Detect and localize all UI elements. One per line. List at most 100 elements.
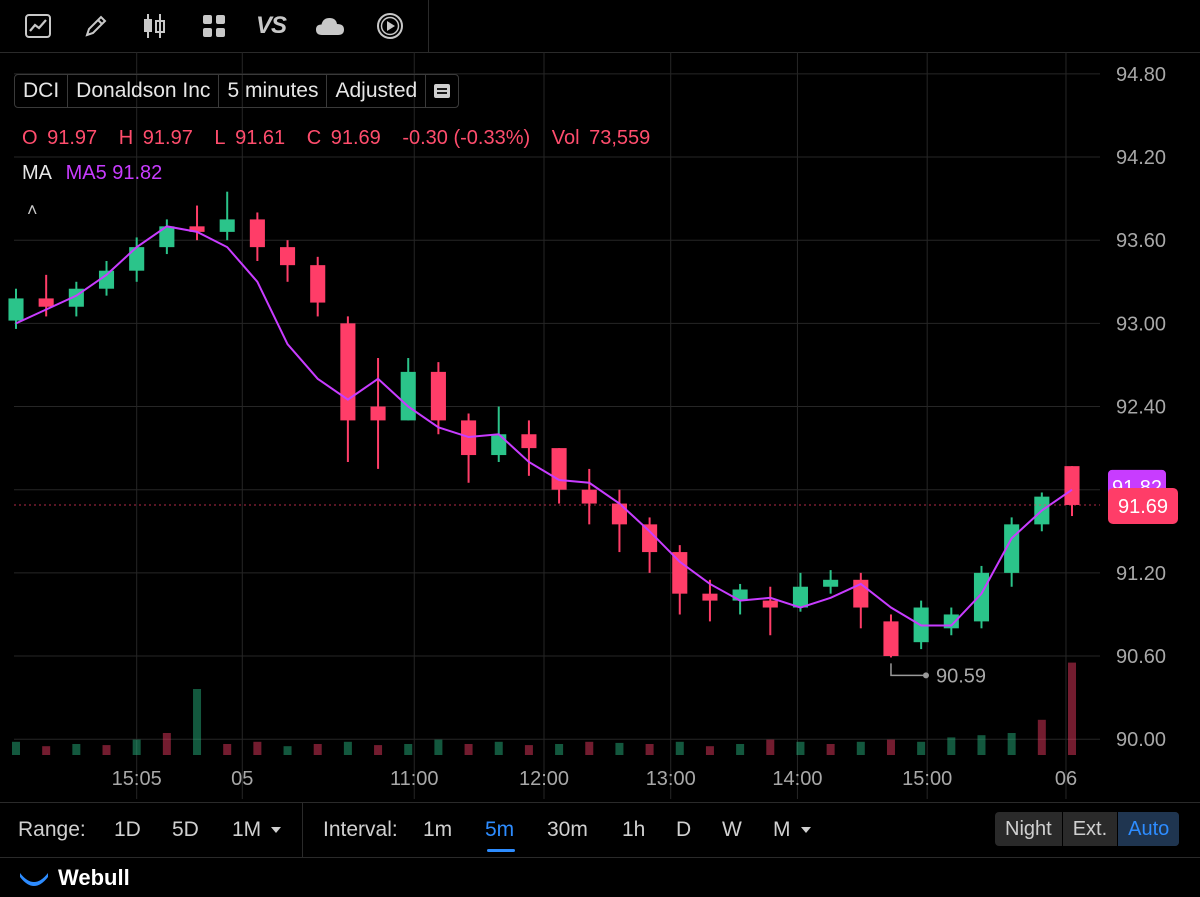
x-tick-label: 13:00 [646, 768, 696, 790]
volume-bar [343, 741, 352, 755]
volume-bar [253, 741, 262, 755]
volume-bar [645, 744, 654, 755]
volume-bar [585, 741, 594, 755]
volume-bar [1007, 733, 1016, 755]
candle-body [672, 552, 688, 594]
volume-bar [675, 741, 684, 755]
x-tick-label: 15:05 [112, 768, 162, 790]
ma-label: MA [22, 162, 52, 184]
interval-1h[interactable]: 1h [622, 818, 646, 841]
range-1m[interactable]: 1M [232, 818, 282, 842]
interval-m[interactable]: M [773, 818, 811, 842]
range-1d[interactable]: 1D [114, 818, 141, 841]
candle-body [340, 323, 356, 421]
candle-body [159, 226, 175, 248]
menu-icon[interactable] [426, 75, 458, 107]
selected-interval-indicator [487, 849, 515, 852]
y-tick-label: 93.00 [1116, 313, 1166, 335]
candle-body [219, 219, 235, 232]
y-tick-label: 90.60 [1116, 646, 1166, 668]
low-label: L [214, 127, 226, 149]
last-price-tag [1108, 487, 1178, 524]
company-name: Donaldson Inc [68, 75, 220, 107]
play-icon[interactable] [373, 9, 407, 43]
volume-bar [555, 744, 564, 755]
candle-body [551, 448, 567, 490]
candle-body [98, 270, 115, 289]
range-5d[interactable]: 5D [172, 818, 199, 841]
interval-30m[interactable]: 30m [547, 818, 588, 841]
volume-bar [917, 741, 926, 755]
candle-body [1004, 524, 1020, 573]
volume-bar [42, 746, 51, 755]
interval-5m[interactable]: 5m [485, 818, 515, 841]
ma5-value: MA5 91.82 [65, 162, 163, 184]
candle-body [642, 524, 658, 553]
candle-body [1064, 466, 1080, 505]
y-tick-label: 93.60 [1116, 230, 1166, 252]
candle-body [792, 586, 808, 608]
volume-bar [826, 744, 835, 755]
close-value: 91.69 [330, 127, 381, 149]
candle-body [732, 589, 748, 601]
price-chart[interactable]: 94.8094.2093.6093.0092.4091.8091.2090.60… [0, 52, 1200, 802]
x-tick-label: 12:00 [519, 768, 569, 790]
volume-bar [796, 741, 805, 755]
collapse-chevron-icon[interactable]: ˄ [27, 200, 38, 220]
ma-readout[interactable]: MA MA5 91.82 [22, 162, 162, 185]
range-label: Range: [18, 818, 86, 841]
grid-icon[interactable] [197, 9, 231, 43]
candle-body [430, 371, 446, 421]
volume-bar [1068, 662, 1076, 755]
volume-bar [313, 744, 322, 755]
candle-body [189, 226, 205, 232]
volume-bar [947, 737, 956, 755]
low-marker-dot [922, 672, 929, 679]
symbol-ticker[interactable]: DCI [15, 75, 69, 107]
volume-bar [886, 739, 895, 755]
interval-w[interactable]: W [722, 818, 742, 841]
interval-d[interactable]: D [676, 818, 692, 841]
volume-value: 73,559 [589, 127, 651, 149]
session-toggle: Night Ext. Auto [995, 812, 1180, 846]
x-tick-label: 15:00 [902, 768, 952, 790]
candle-body [38, 298, 54, 307]
compare-icon[interactable]: VS [254, 9, 288, 43]
session-auto[interactable]: Auto [1118, 812, 1180, 846]
toolbar-divider [428, 0, 429, 52]
open-label: O [22, 127, 38, 149]
line-chart-icon[interactable] [21, 9, 55, 43]
candle-body [400, 371, 416, 421]
candlestick-icon[interactable] [137, 9, 171, 43]
interval-label[interactable]: 5 minutes [219, 75, 328, 107]
brand: Webull [18, 865, 130, 891]
x-tick-label: 06 [1055, 768, 1077, 790]
candle-body [581, 489, 597, 504]
volume-bar [102, 745, 111, 755]
y-tick-label: 94.80 [1116, 64, 1166, 86]
candle-body [370, 406, 386, 421]
candle-body [280, 247, 296, 266]
volume-bar [977, 735, 986, 755]
candle-body [249, 219, 265, 248]
change-value: -0.30 (-0.33%) [402, 127, 531, 149]
volume-bar [464, 744, 473, 755]
candle-body [973, 572, 990, 622]
candle-body [521, 434, 537, 449]
volume-bar [524, 745, 533, 755]
volume-label: Vol [551, 127, 580, 149]
close-label: C [306, 127, 322, 149]
interval-1m[interactable]: 1m [423, 818, 453, 841]
session-ext[interactable]: Ext. [1063, 812, 1119, 846]
adjust-label[interactable]: Adjusted [327, 75, 427, 107]
cloud-icon[interactable] [313, 9, 347, 43]
volume-bar [162, 733, 171, 755]
pencil-icon[interactable] [79, 9, 113, 43]
session-night[interactable]: Night [995, 812, 1063, 846]
volume-bar [856, 741, 865, 755]
volume-bar [434, 739, 443, 755]
volume-bar [223, 744, 232, 755]
chevron-down-icon [800, 827, 811, 834]
high-label: H [118, 127, 134, 149]
low-marker-line [890, 663, 926, 677]
